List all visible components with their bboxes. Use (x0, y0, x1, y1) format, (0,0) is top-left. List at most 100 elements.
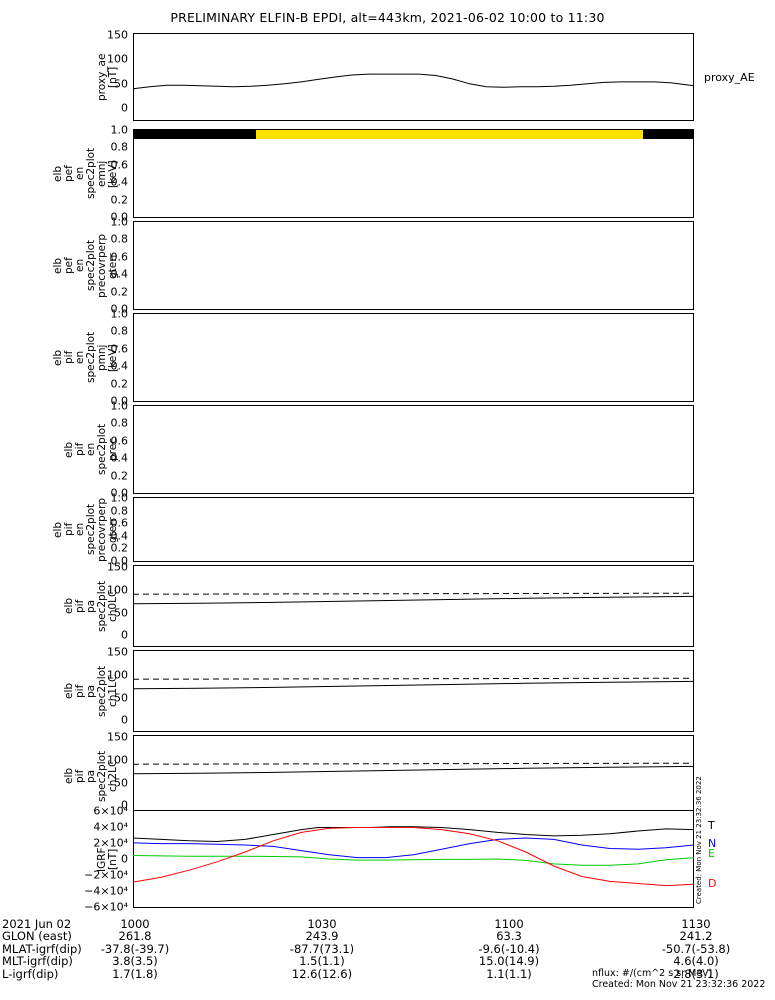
y-tick-label: 0.4 (110, 359, 129, 373)
panel-frame-6 (133, 565, 694, 647)
y-tick-label: 1.0 (110, 491, 129, 505)
igrf-legend-N: N (708, 837, 717, 850)
ephemeris-value: 261.8 (118, 929, 152, 944)
page-title: PRELIMINARY ELFIN-B EPDI, alt=443km, 202… (170, 10, 605, 25)
y-tick-label: 150 (107, 560, 128, 574)
ephemeris-table: 2021 Jun 02 1000 1030 1100 1130 GLON (east) 26… (2, 918, 775, 980)
ephemeris-row-label: MLT-igrf(dip) (2, 954, 73, 969)
footer-units: nflux: #/(cm^2 s sr MeV) (592, 968, 713, 979)
y-tick-label: 0.4 (110, 267, 129, 281)
panel-label-word: pif (74, 599, 86, 613)
panel-label-word: spec2plot (85, 147, 97, 199)
igrf-legend-D: D (708, 877, 717, 890)
y-tick-label: 0.4 (110, 529, 129, 543)
y-tick-label: 0 (121, 628, 128, 642)
panel-label-word: elb (63, 597, 75, 614)
panel-label-word: pif (74, 684, 86, 698)
y-tick-label: 0.6 (110, 516, 129, 530)
y-tick-label: 2×10⁴ (93, 836, 128, 850)
time-tick-label: 1130 (681, 917, 711, 931)
y-tick-label: 0.8 (110, 416, 129, 430)
y-tick-label: 100 (107, 668, 128, 682)
data-series (132, 592, 695, 595)
y-tick-label: 1.0 (110, 399, 129, 413)
ephemeris-row: L-igrf(dip) 1.7(1.8) 12.6(12.6) 1.1(1.1) 2.8… (2, 966, 775, 981)
panel-label-word: spec2plot (96, 580, 108, 632)
y-tick-label: 0.0 (110, 210, 129, 224)
data-series (132, 677, 695, 680)
panel-label-word: ch1LC (107, 674, 119, 707)
panel-label-word: ch0LC (107, 589, 119, 622)
data-series (132, 762, 695, 765)
ephemeris-row: GLON (east) 261.8 243.9 63.3 241.2 (2, 929, 775, 944)
ephemeris-value: -87.7(73.1) (289, 941, 355, 956)
data-series (132, 73, 695, 90)
panel-label-word: elb (63, 441, 75, 458)
ephemeris-row-label: L-igrf(dip) (2, 966, 59, 981)
data-series (132, 595, 695, 605)
mode-bar-segment-0 (133, 130, 256, 139)
panel-label-word: proxy_ae (96, 53, 108, 101)
panel-label-word: spec2plot (85, 239, 97, 291)
ephemeris-value: 4.6(4.0) (673, 954, 719, 969)
y-tick-label: 150 (107, 730, 128, 744)
igrf-created-stamp: Created: Mon Nov 21 23:32:36 2022 (695, 776, 703, 904)
panel-frame-7 (133, 650, 694, 732)
panel-label-word: emnj (96, 160, 108, 187)
panel-label-word: elb (52, 257, 64, 274)
data-series (132, 855, 695, 866)
y-tick-label: 0.4 (110, 451, 129, 465)
y-tick-label: 0 (121, 713, 128, 727)
panel-label-word: pmnj (96, 344, 108, 371)
ephemeris-value: 2.8(3.1) (673, 966, 719, 981)
ephemeris-value: 12.6(12.6) (291, 966, 353, 981)
panel-label-word: elb (63, 682, 75, 699)
ephemeris-value: 1.7(1.8) (112, 966, 158, 981)
ephemeris-value: 15.0(14.9) (478, 954, 540, 969)
y-tick-label: 0.0 (110, 394, 129, 408)
footer-notes: nflux: #/(cm^2 s sr MeV) Created: Mon No… (592, 968, 765, 990)
panel-label-word: pif (74, 442, 86, 456)
y-tick-label: 0.2 (110, 541, 129, 555)
panel-label-word: pef (63, 257, 75, 274)
y-tick-label: 100 (107, 753, 128, 767)
panel-label-word: spec2plot (96, 423, 108, 475)
y-tick-label: 4×10⁴ (93, 820, 128, 834)
y-tick-label: 1.0 (110, 215, 129, 229)
panel-label-word: spec2plot (96, 665, 108, 717)
panel-label-word: en (74, 350, 86, 364)
y-tick-label: 0.6 (110, 342, 129, 356)
panel-label-word: elb (52, 521, 64, 538)
panel-label-word: en (85, 442, 97, 456)
y-tick-label: 0.2 (110, 469, 129, 483)
panel-label-word: en (74, 166, 86, 180)
y-tick-label: 0.6 (110, 434, 129, 448)
panel-label-word: pif (63, 350, 75, 364)
data-series (132, 765, 695, 775)
y-tick-label: 150 (107, 645, 128, 659)
ephemeris-value: 63.3 (496, 929, 522, 944)
panel-label-word: gterr (107, 516, 119, 543)
ephemeris-value: 3.8(3.5) (112, 954, 158, 969)
proxy-ae-series-label: proxy_AE (704, 71, 755, 84)
panel-label-word: pif (63, 522, 75, 536)
panel-label-word: [nT] (107, 66, 119, 88)
y-tick-label: 100 (107, 583, 128, 597)
panel-label-word: [keV] (107, 159, 119, 188)
y-tick-label: 6×10⁴ (93, 804, 128, 818)
igrf-legend-T: T (708, 819, 715, 832)
ephemeris-row: MLAT-igrf(dip) -37.8(-39.7) -87.7(73.1) -9.… (2, 941, 775, 956)
y-tick-label: 0 (121, 852, 128, 866)
panel-label-word: [nT] (107, 848, 119, 870)
ephemeris-value: -50.7(-53.8) (661, 941, 731, 956)
panel-frame-4 (133, 405, 694, 494)
panel-frame-1 (133, 129, 694, 218)
panel-label-word: elb (52, 165, 64, 182)
y-tick-label: 0.4 (110, 175, 129, 189)
ephemeris-value: 243.9 (305, 929, 339, 944)
y-tick-label: 0.2 (110, 285, 129, 299)
panel-label-word: pif (74, 769, 86, 783)
panel-label-word: gterr (107, 252, 119, 279)
panel-label-word: [keV] (107, 343, 119, 372)
y-tick-label: 0.8 (110, 324, 129, 338)
